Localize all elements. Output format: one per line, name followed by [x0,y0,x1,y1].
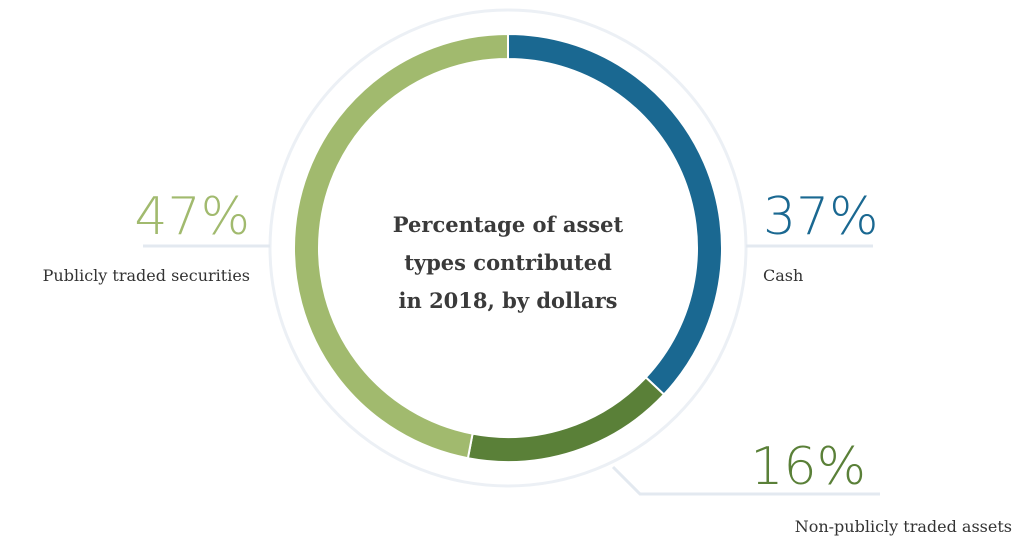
value-label-cash: 37% [763,187,879,247]
value-label-non-publicly-traded: 16% [750,437,866,497]
chart-title-line-2: types contributed [404,250,612,275]
outer-ring [268,8,748,488]
donut-slices [293,32,723,463]
category-label-publicly-traded: Publicly traded securities [43,266,250,285]
slice-publicly-traded-securities [293,32,509,460]
category-label-non-publicly-traded: Non-publicly traded assets [795,517,1012,536]
category-label-cash: Cash [763,266,803,285]
chart-title-line-1: Percentage of asset [393,212,624,237]
value-label-publicly-traded: 47% [134,187,250,247]
chart-title-line-3: in 2018, by dollars [399,288,618,313]
connector-non-publicly-traded [611,465,880,496]
